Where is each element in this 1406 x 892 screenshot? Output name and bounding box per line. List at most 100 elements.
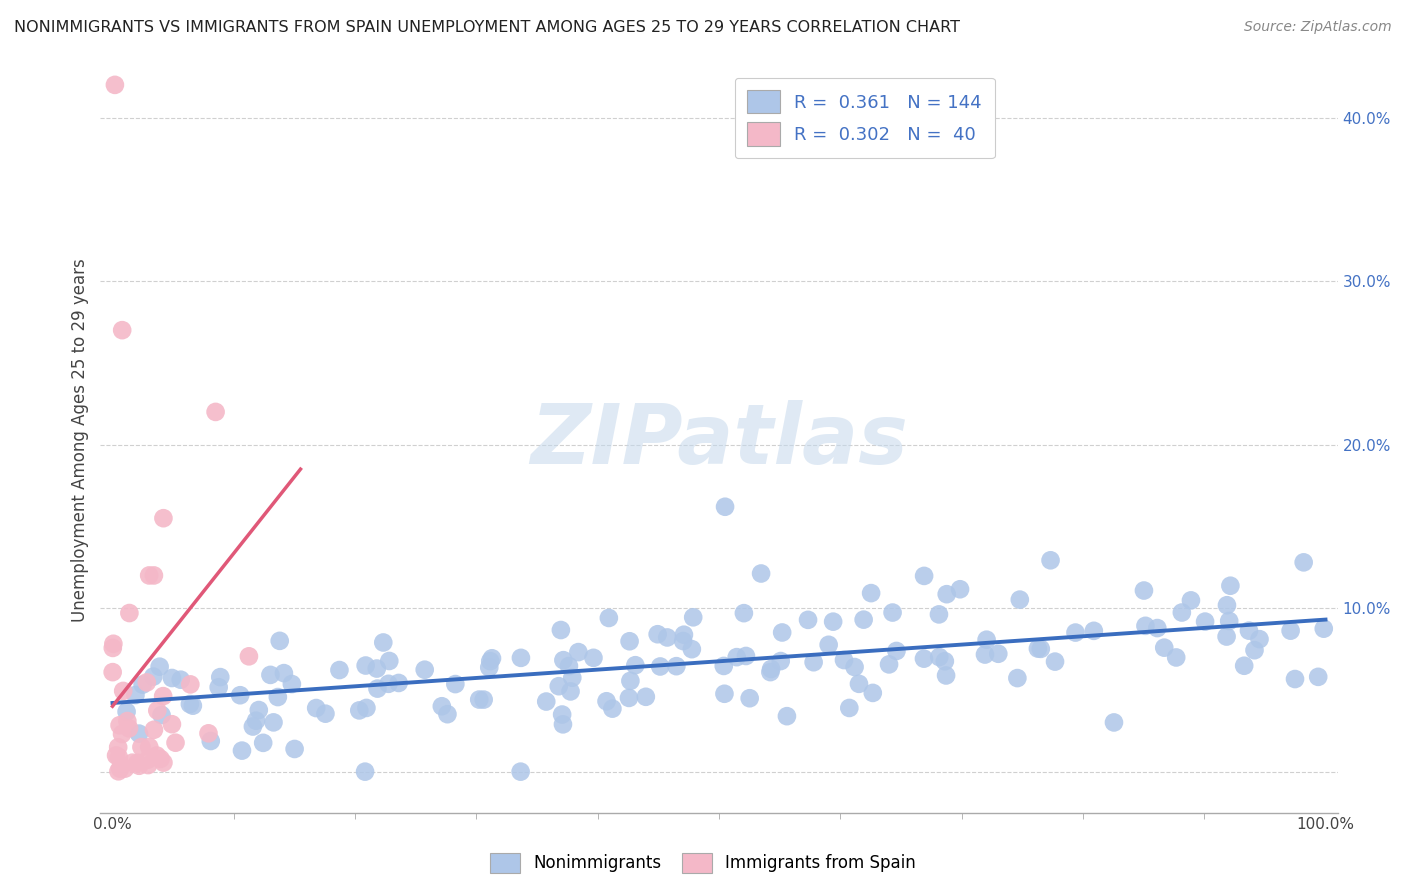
- Point: [209, 670, 232, 684]
- Point: [150, 708, 173, 723]
- Point: [749, 566, 772, 581]
- Point: [284, 742, 307, 756]
- Point: [797, 613, 820, 627]
- Point: [165, 736, 187, 750]
- Point: [567, 645, 589, 659]
- Point: [1153, 640, 1175, 655]
- Point: [149, 752, 172, 766]
- Point: [170, 673, 193, 687]
- Point: [349, 703, 371, 717]
- Point: [354, 658, 377, 673]
- Point: [987, 647, 1010, 661]
- Point: [672, 628, 695, 642]
- Point: [1135, 619, 1157, 633]
- Point: [231, 743, 253, 757]
- Point: [356, 701, 378, 715]
- Point: [105, 748, 128, 763]
- Point: [142, 723, 165, 737]
- Point: [378, 654, 401, 668]
- Point: [138, 568, 160, 582]
- Point: [650, 659, 672, 673]
- Point: [242, 719, 264, 733]
- Point: [281, 677, 304, 691]
- Point: [1233, 658, 1256, 673]
- Point: [479, 654, 502, 668]
- Point: [252, 736, 274, 750]
- Point: [733, 606, 755, 620]
- Point: [617, 690, 640, 705]
- Point: [152, 756, 174, 770]
- Point: [860, 586, 883, 600]
- Point: [373, 635, 395, 649]
- Point: [935, 587, 957, 601]
- Point: [142, 568, 165, 582]
- Point: [852, 613, 875, 627]
- Point: [509, 764, 531, 779]
- Point: [366, 681, 388, 696]
- Y-axis label: Unemployment Among Ages 25 to 29 years: Unemployment Among Ages 25 to 29 years: [72, 259, 89, 623]
- Point: [152, 511, 174, 525]
- Point: [560, 684, 582, 698]
- Point: [838, 701, 860, 715]
- Point: [149, 659, 172, 673]
- Point: [269, 633, 291, 648]
- Point: [725, 650, 748, 665]
- Point: [634, 690, 657, 704]
- Point: [759, 665, 782, 679]
- Point: [1146, 621, 1168, 635]
- Point: [877, 657, 900, 672]
- Point: [160, 671, 183, 685]
- Point: [247, 703, 270, 717]
- Point: [882, 606, 904, 620]
- Point: [928, 607, 950, 622]
- Legend: R =  0.361   N = 144, R =  0.302   N =  40: R = 0.361 N = 144, R = 0.302 N = 40: [735, 78, 994, 158]
- Point: [200, 734, 222, 748]
- Point: [602, 701, 624, 715]
- Point: [127, 756, 149, 770]
- Point: [115, 705, 138, 719]
- Point: [647, 627, 669, 641]
- Point: [273, 666, 295, 681]
- Point: [103, 637, 125, 651]
- Point: [117, 714, 139, 728]
- Point: [181, 698, 204, 713]
- Point: [803, 655, 825, 669]
- Point: [1218, 614, 1240, 628]
- Point: [314, 706, 336, 721]
- Point: [131, 740, 153, 755]
- Point: [886, 644, 908, 658]
- Point: [152, 689, 174, 703]
- Point: [197, 726, 219, 740]
- Point: [912, 651, 935, 665]
- Point: [561, 671, 583, 685]
- Point: [111, 323, 134, 337]
- Point: [430, 699, 453, 714]
- Point: [135, 675, 157, 690]
- Point: [142, 669, 165, 683]
- Point: [136, 753, 159, 767]
- Point: [208, 680, 231, 694]
- Point: [101, 665, 124, 680]
- Point: [976, 632, 998, 647]
- Point: [582, 650, 605, 665]
- Text: NONIMMIGRANTS VS IMMIGRANTS FROM SPAIN UNEMPLOYMENT AMONG AGES 25 TO 29 YEARS CO: NONIMMIGRANTS VS IMMIGRANTS FROM SPAIN U…: [14, 20, 960, 35]
- Point: [108, 762, 131, 776]
- Point: [131, 678, 153, 692]
- Point: [128, 726, 150, 740]
- Point: [672, 634, 695, 648]
- Point: [107, 764, 129, 779]
- Point: [121, 756, 143, 770]
- Point: [547, 679, 569, 693]
- Point: [1292, 555, 1315, 569]
- Point: [713, 659, 735, 673]
- Point: [267, 690, 290, 704]
- Point: [862, 686, 884, 700]
- Point: [738, 691, 761, 706]
- Point: [204, 405, 226, 419]
- Point: [436, 707, 458, 722]
- Point: [1133, 583, 1156, 598]
- Point: [848, 677, 870, 691]
- Point: [444, 677, 467, 691]
- Point: [551, 707, 574, 722]
- Point: [413, 663, 436, 677]
